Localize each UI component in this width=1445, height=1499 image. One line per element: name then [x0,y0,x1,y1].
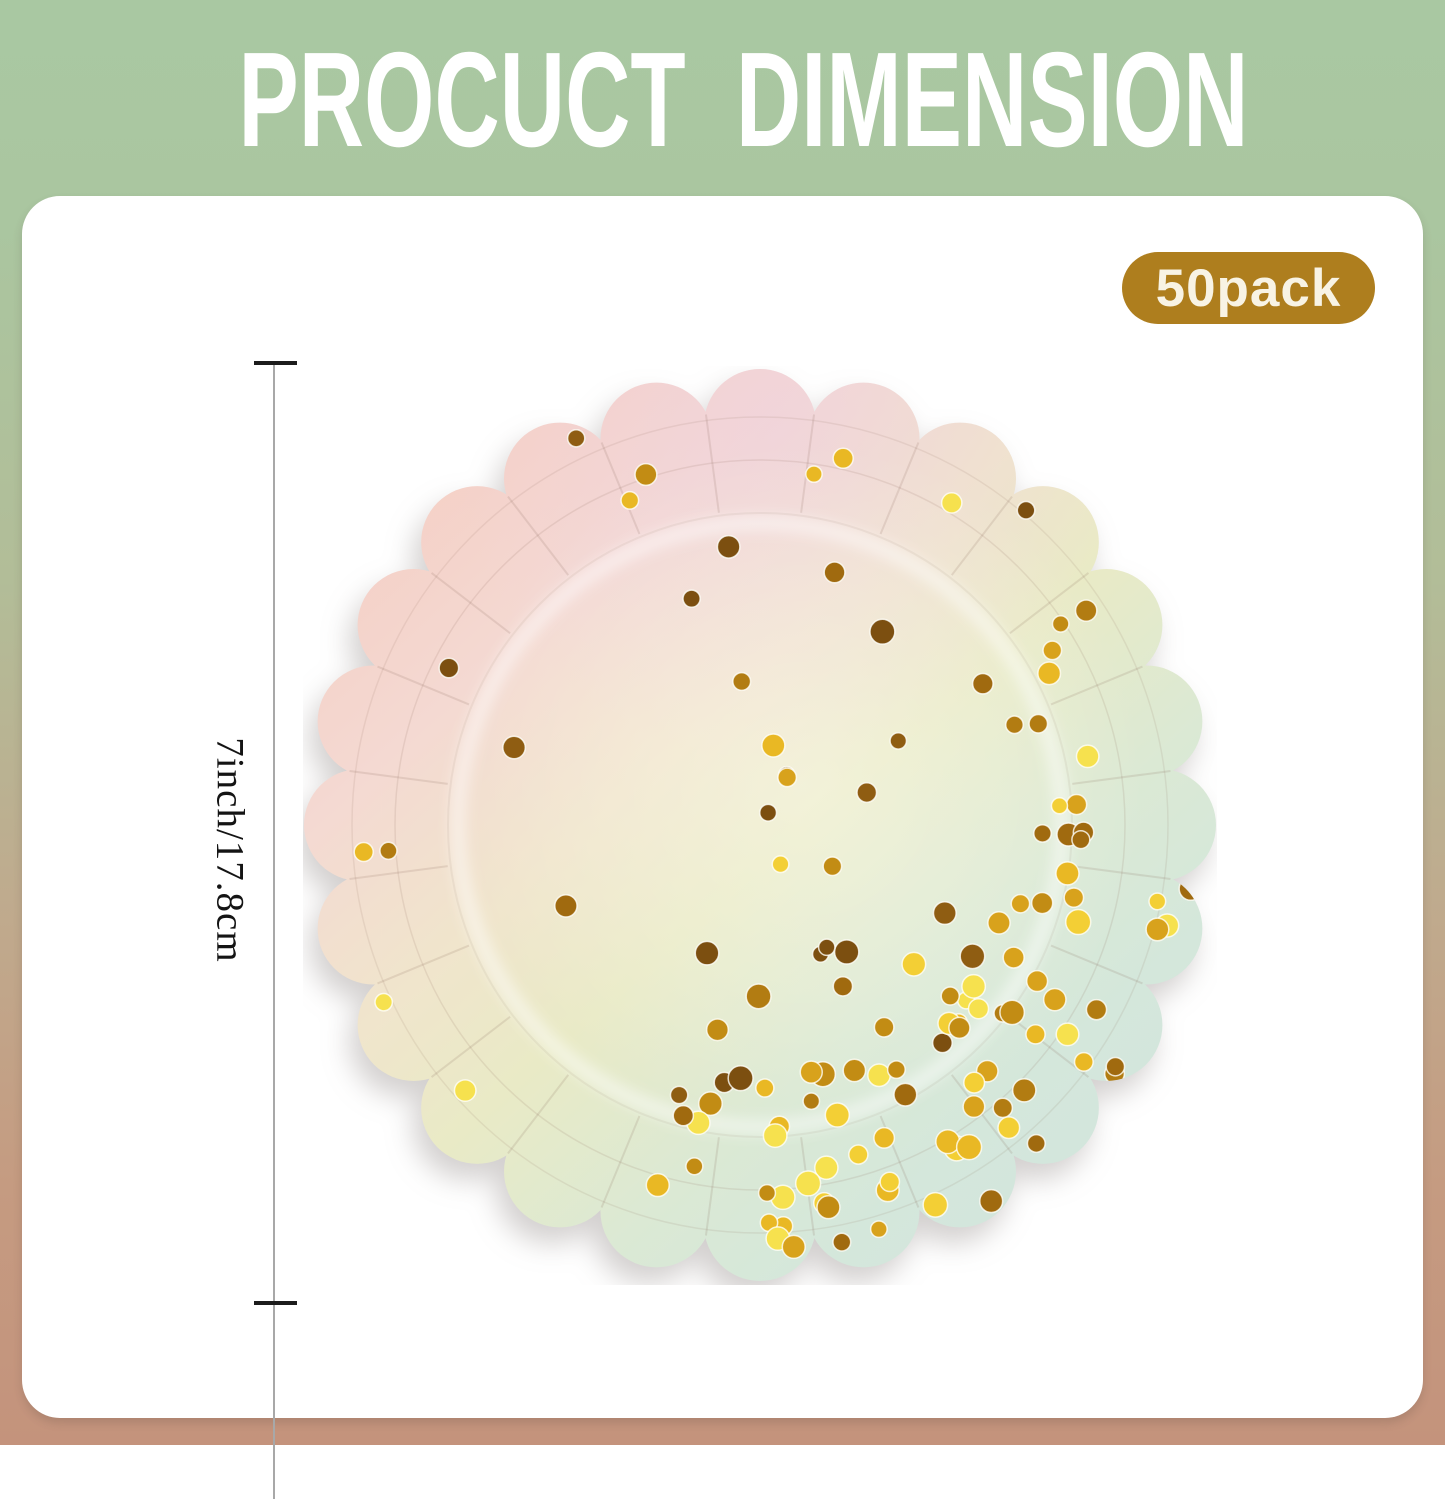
product-photo-plate [304,369,1216,1281]
pack-count-badge: 50pack [1122,252,1375,324]
gold-foil-dots [353,428,1203,1260]
dimension-line [273,363,275,1499]
dimension-label: 7inch/17.8cm [208,737,252,963]
dimension-cap-top [254,361,297,365]
page-title: PROCUCT DIMENSION [238,24,1249,175]
product-image-panel: 50pack 7inch/17.8cm [22,196,1423,1499]
dimension-cap-bottom [254,1301,297,1305]
